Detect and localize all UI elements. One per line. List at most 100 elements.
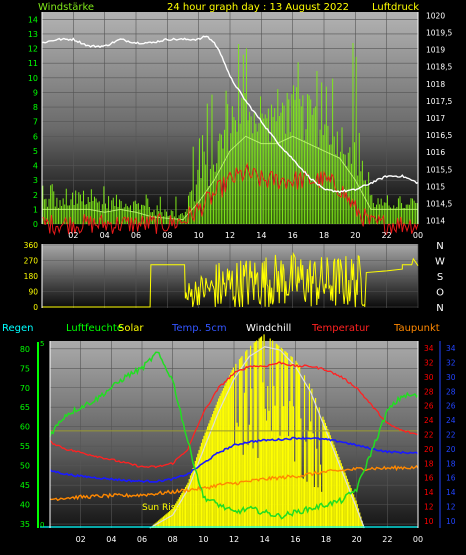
temperature-y-tick: 28 [424, 387, 434, 396]
wind-y-tick: 13 [28, 30, 38, 39]
temp-5cm-y-tick: 28 [446, 387, 456, 396]
climate-x-tick: 14 [260, 535, 270, 544]
wind-y-tick: 1 [33, 205, 38, 214]
humidity-y-tick: 45 [20, 481, 30, 490]
compass-label: W [435, 257, 445, 268]
climate-x-tick: 10 [198, 535, 208, 544]
pressure-series [41, 35, 419, 194]
wind-x-tick: 22 [382, 231, 392, 240]
compass-label: N [436, 303, 443, 314]
temperature-y-tick: 20 [424, 445, 434, 454]
humidity-y-tick: 35 [20, 520, 30, 529]
wind-x-tick: 16 [288, 231, 298, 240]
wind-speed-label: Windstärke [38, 2, 94, 13]
climate-x-tick-labels: 02 04 06 08 10 12 14 16 18 20 22 00 [76, 535, 424, 544]
direction-y-tick: 360 [24, 241, 39, 250]
pressure-y-tick: 1018,5 [426, 63, 452, 72]
humidity-y-tick-labels: 35 40 45 50 55 60 65 70 75 80 [20, 345, 30, 529]
compass-label: O [436, 288, 444, 299]
temp-5cm-y-tick: 10 [446, 517, 456, 526]
direction-y-tick-labels: 0 90 180 270 360 [24, 241, 39, 312]
wind-x-tick: 00 [413, 231, 423, 240]
wind-x-tick: 02 [68, 231, 78, 240]
wind-mean-line [42, 135, 418, 221]
direction-y-tick: 0 [33, 303, 38, 312]
climate-x-tick: 20 [352, 535, 362, 544]
compass-label: N [436, 241, 443, 252]
pressure-y-tick: 1015,5 [426, 165, 452, 174]
humidity-y-tick: 60 [20, 423, 30, 432]
gust-line [41, 162, 419, 236]
temperature-line [49, 361, 419, 469]
direction-y-tick: 270 [24, 257, 39, 266]
legend-taupunkt: Taupunkt [393, 323, 440, 334]
pressure-y-tick: 1016 [426, 148, 445, 157]
legend-luftfeuchte: Luftfeuchte [66, 323, 123, 334]
wind-pressure-grid [42, 12, 419, 225]
legend-temperatur: Temperatur [311, 323, 370, 334]
temperature-y-tick: 24 [424, 416, 434, 425]
temp-5cm-line [49, 436, 419, 484]
legend-windchill: Windchill [246, 323, 291, 334]
wind-y-tick: 2 [33, 191, 38, 200]
solar-theoretical-line [149, 346, 365, 529]
wind-y-tick: 5 [33, 147, 38, 156]
wind-x-tick: 06 [131, 231, 141, 240]
direction-y-tick: 90 [28, 288, 38, 297]
wind-y-tick: 6 [33, 132, 38, 141]
pressure-y-tick: 1014 [426, 217, 445, 226]
wind-x-tick: 10 [194, 231, 204, 240]
wind-y-tick: 10 [28, 74, 38, 83]
sunrise-annotation: Sun Rise [142, 503, 181, 513]
temperature-y-tick: 22 [424, 431, 434, 440]
temperature-y-tick: 10 [424, 517, 434, 526]
humidity-y-tick: 55 [20, 442, 30, 451]
temp-5cm-y-tick: 34 [446, 344, 456, 353]
wind-x-tick: 20 [350, 231, 360, 240]
direction-line [42, 251, 419, 308]
humidity-y-tick: 40 [20, 501, 30, 510]
solar-series [50, 334, 418, 529]
wind-x-tick: 14 [256, 231, 266, 240]
climate-x-tick: 02 [76, 535, 86, 544]
climate-lines [40, 351, 419, 528]
wind-y-tick: 7 [33, 118, 38, 127]
pressure-y-tick: 1018 [426, 80, 445, 89]
wind-x-tick: 08 [162, 231, 172, 240]
temperature-y-tick: 26 [424, 402, 434, 411]
dewpoint-line [49, 464, 419, 502]
chart-title: 24 hour graph day : 13 August 2022 [167, 2, 349, 13]
pressure-y-tick: 1017,5 [426, 97, 452, 106]
humidity-y-tick: 65 [20, 403, 30, 412]
climate-x-tick: 00 [413, 535, 423, 544]
temp-5cm-y-tick: 22 [446, 431, 456, 440]
compass-label: S [437, 272, 443, 283]
temp-5cm-y-tick: 16 [446, 474, 456, 483]
wind-y-tick: 0 [33, 220, 38, 229]
temp-5cm-y-tick: 14 [446, 488, 456, 497]
temperature-y-tick: 12 [424, 502, 434, 511]
legend-regen: Regen [2, 323, 34, 334]
humidity-line [49, 351, 419, 520]
temperature-y-tick: 32 [424, 359, 434, 368]
wind-y-tick: 4 [33, 162, 38, 171]
wind-direction-series [42, 251, 419, 308]
pressure-line [41, 35, 419, 194]
temperature-y-tick: 14 [424, 488, 434, 497]
wind-y-tick: 14 [28, 15, 38, 24]
pressure-y-tick: 1015 [426, 182, 445, 191]
wind-x-tick: 04 [100, 231, 110, 240]
temp-5cm-y-tick: 12 [446, 502, 456, 511]
temp-5cm-y-tick: 18 [446, 459, 456, 468]
pressure-y-tick: 1019,5 [426, 29, 452, 38]
climate-legend: Regen Luftfeuchte Solar Temp. 5cm Windch… [2, 323, 440, 334]
regen-y-tick-labels: 50 [40, 340, 44, 529]
climate-x-tick: 16 [290, 535, 300, 544]
humidity-y-tick: 80 [20, 345, 30, 354]
temp-5cm-y-tick: 32 [446, 359, 456, 368]
humidity-y-tick: 75 [20, 364, 30, 373]
temperature-y-tick: 30 [424, 373, 434, 382]
